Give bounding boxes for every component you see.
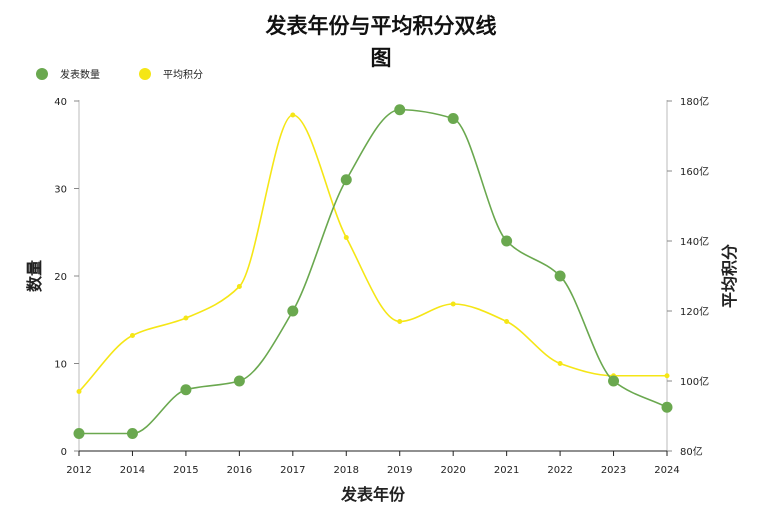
x-tick-label: 2020 (440, 465, 465, 476)
count-data-point (73, 428, 85, 439)
series-points-score (76, 112, 670, 394)
x-tick-label: 2015 (173, 465, 198, 476)
right-tick-label: 140亿 (680, 235, 709, 248)
chart-title-line-1: 发表年份与平均积分双线 (265, 13, 497, 38)
score-data-point (664, 373, 670, 379)
left-tick-label: 20 (54, 272, 67, 283)
count-data-point (501, 235, 513, 247)
x-tick-label: 2019 (387, 465, 412, 476)
x-tick-label: 2018 (334, 465, 359, 476)
count-data-point (554, 270, 566, 282)
score-data-point (236, 284, 242, 289)
series-points-count (73, 104, 673, 439)
chart-title-line-2: 图 (371, 45, 392, 70)
left-tick-label: 0 (61, 447, 67, 458)
left-y-axis-label: 数量 (25, 260, 44, 292)
score-data-point (76, 389, 82, 394)
x-tick-label: 2017 (280, 465, 305, 476)
right-y-ticks: 80亿 100亿 120亿 140亿 160亿 180亿 (667, 95, 709, 458)
legend-label-score: 平均积分 (163, 69, 203, 81)
right-tick-label: 120亿 (680, 305, 709, 318)
count-data-point (608, 375, 620, 387)
legend: 发表数量 平均积分 (36, 68, 203, 81)
right-y-axis-label: 平均积分 (720, 244, 739, 308)
left-tick-label: 30 (54, 185, 67, 196)
count-data-point (287, 305, 299, 317)
left-tick-label: 40 (54, 97, 67, 108)
legend-marker-count (36, 68, 48, 80)
score-data-point (290, 112, 296, 118)
score-data-point (557, 361, 563, 366)
score-data-point (450, 301, 456, 307)
x-tick-label: 2014 (120, 465, 145, 476)
right-tick-label: 100亿 (680, 375, 709, 388)
x-tick-label: 2012 (66, 465, 91, 476)
left-tick-label: 10 (54, 360, 67, 371)
legend-marker-score (139, 68, 151, 80)
x-ticks: 2012 2014 2015 2016 2017 2018 2019 2020 2021 2022… (66, 451, 680, 476)
x-tick-label: 2023 (601, 465, 626, 476)
score-data-point (129, 333, 135, 338)
count-data-point (340, 174, 352, 186)
series-line-count (79, 108, 668, 435)
count-data-point (180, 384, 192, 396)
score-data-point (343, 235, 349, 240)
x-tick-label: 2024 (654, 465, 679, 476)
score-data-point (504, 319, 510, 324)
right-tick-label: 180亿 (680, 95, 709, 108)
count-data-point (126, 428, 138, 439)
x-tick-label: 2022 (547, 465, 572, 476)
legend-label-count: 发表数量 (60, 68, 100, 81)
series-line-score (78, 114, 667, 393)
score-data-point (397, 319, 403, 324)
left-y-ticks: 0 10 20 30 40 (54, 97, 79, 458)
count-data-point (447, 113, 459, 124)
count-data-point (233, 375, 245, 387)
x-tick-label: 2016 (227, 465, 252, 476)
right-tick-label: 80亿 (680, 445, 703, 458)
right-tick-label: 160亿 (680, 165, 709, 178)
count-data-point (394, 104, 406, 116)
score-data-point (183, 315, 189, 321)
x-tick-label: 2021 (494, 465, 519, 476)
count-data-point (661, 401, 673, 413)
x-axis-label: 发表年份 (340, 485, 406, 504)
